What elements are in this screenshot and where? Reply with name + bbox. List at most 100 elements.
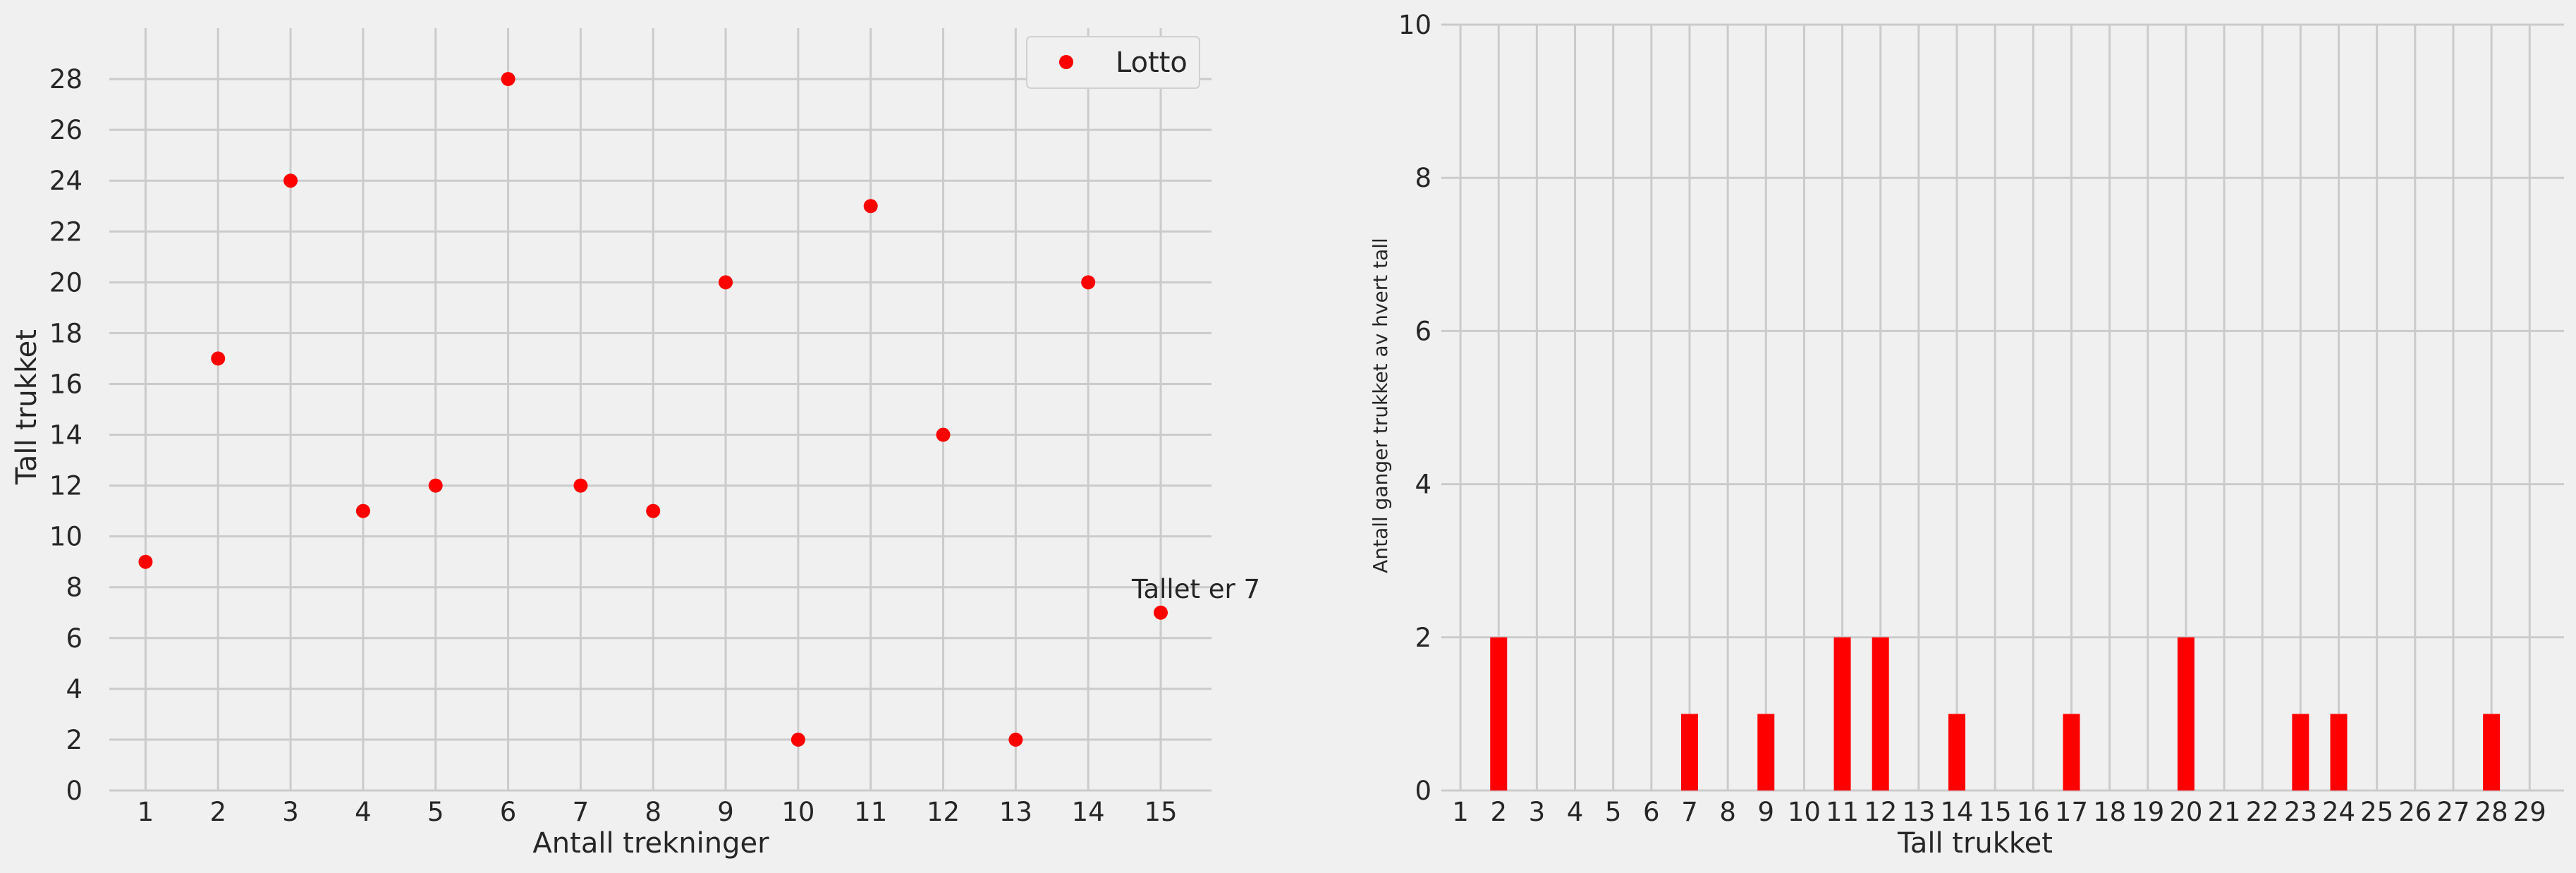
y-tick-label: 20: [49, 267, 83, 298]
y-tick-label: 8: [1415, 163, 1432, 193]
x-tick-label: 4: [355, 797, 372, 827]
tick-labels: 1 2 3 4 5 6 7 8 9 10 11 12 13 14 150246810121416182022…: [49, 64, 1178, 827]
y-tick-label: 6: [66, 623, 83, 654]
bar: [2483, 714, 2501, 790]
bar-chart: 1 2 3 4 5 6 7 8 9 10 11 12 13 14 15 16 17 18 19 20 21 22 23 24 2…: [1369, 10, 2564, 860]
y-tick-label: 0: [1415, 776, 1432, 806]
grid: [1441, 23, 2564, 792]
x-tick-label: 6: [500, 797, 517, 827]
x-tick-label: 3: [282, 797, 299, 827]
data-points: [138, 72, 1168, 747]
x-tick-label: 12: [1864, 797, 1897, 827]
x-tick-label: 4: [1567, 797, 1584, 827]
bar: [2063, 714, 2080, 790]
y-axis-label: Antall ganger trukket av hvert tall: [1369, 238, 1392, 573]
x-tick-label: 13: [1902, 797, 1935, 827]
legend-marker: [1059, 55, 1073, 69]
data-point: [428, 478, 443, 493]
bar: [1490, 637, 1508, 790]
y-tick-label: 6: [1415, 316, 1432, 346]
x-tick-label: 15: [1979, 797, 2012, 827]
y-tick-label: 28: [49, 64, 83, 94]
annotation: Tallet er 7: [1131, 574, 1260, 604]
data-point: [936, 427, 951, 442]
y-tick-label: 10: [1398, 10, 1432, 40]
scatter-chart: 1 2 3 4 5 6 7 8 9 10 11 12 13 14 150246810121416182022…: [11, 28, 1260, 860]
x-tick-label: 6: [1643, 797, 1660, 827]
bar: [1757, 714, 1775, 790]
x-tick-label: 14: [1940, 797, 1973, 827]
y-tick-label: 0: [66, 776, 83, 806]
x-tick-label: 5: [427, 797, 444, 827]
x-tick-label: 8: [1719, 797, 1736, 827]
x-tick-label: 9: [1757, 797, 1774, 827]
data-point: [138, 554, 153, 569]
bar: [2330, 714, 2348, 790]
x-tick-label: 27: [2436, 797, 2470, 827]
x-tick-label: 7: [1681, 797, 1698, 827]
y-axis-label: Tall trukket: [11, 329, 43, 485]
x-tick-label: 28: [2475, 797, 2508, 827]
x-tick-label: 8: [645, 797, 661, 827]
y-tick-label: 16: [49, 369, 83, 399]
x-tick-label: 13: [999, 797, 1032, 827]
legend-box: [1026, 36, 1200, 89]
x-tick-label: 21: [2208, 797, 2241, 827]
bars: [1490, 637, 2501, 790]
x-tick-label: 1: [1452, 797, 1469, 827]
data-point: [1081, 275, 1096, 290]
data-point: [1154, 605, 1168, 620]
y-tick-label: 26: [49, 115, 83, 145]
x-tick-label: 29: [2513, 797, 2546, 827]
x-tick-label: 5: [1605, 797, 1622, 827]
x-tick-label: 15: [1144, 797, 1177, 827]
bar: [2292, 714, 2309, 790]
x-tick-label: 9: [717, 797, 734, 827]
x-axis-label: Antall trekninger: [532, 827, 769, 860]
y-tick-label: 22: [49, 216, 83, 247]
y-tick-label: 12: [49, 471, 83, 501]
legend-entry: Lotto: [1116, 47, 1188, 79]
x-tick-label: 11: [854, 797, 887, 827]
x-tick-label: 20: [2169, 797, 2202, 827]
y-tick-label: 2: [66, 725, 83, 755]
x-tick-label: 24: [2322, 797, 2355, 827]
grid: [109, 28, 1211, 792]
bar: [1872, 637, 1889, 790]
x-tick-label: 16: [2017, 797, 2050, 827]
y-tick-label: 2: [1415, 623, 1432, 653]
bar: [1948, 714, 1966, 790]
data-point: [790, 732, 805, 747]
y-tick-label: 4: [1415, 470, 1432, 500]
data-point: [501, 72, 515, 87]
y-tick-label: 18: [49, 318, 83, 348]
legend: Lotto: [1026, 36, 1200, 89]
y-tick-label: 24: [49, 166, 83, 196]
bar: [1680, 714, 1698, 790]
x-tick-label: 2: [209, 797, 226, 827]
x-tick-label: 26: [2398, 797, 2431, 827]
data-point: [573, 478, 588, 493]
x-axis-label: Tall trukket: [1897, 827, 2053, 860]
x-tick-label: 2: [1490, 797, 1507, 827]
data-point: [646, 503, 661, 518]
x-tick-label: 1: [138, 797, 154, 827]
data-point: [1008, 732, 1023, 747]
x-tick-label: 18: [2093, 797, 2126, 827]
x-tick-label: 22: [2246, 797, 2279, 827]
bar: [1833, 637, 1851, 790]
y-tick-label: 4: [66, 674, 83, 704]
tick-labels: 1 2 3 4 5 6 7 8 9 10 11 12 13 14 15 16 17 18 19 20 21 22 23 24 2…: [1398, 10, 2546, 827]
x-tick-label: 10: [781, 797, 814, 827]
data-point: [211, 351, 226, 366]
data-point: [283, 173, 298, 188]
y-tick-label: 8: [66, 573, 83, 603]
x-tick-label: 25: [2360, 797, 2393, 827]
data-point: [355, 503, 370, 518]
data-point: [719, 275, 733, 290]
x-tick-label: 3: [1529, 797, 1546, 827]
x-tick-label: 12: [927, 797, 960, 827]
x-tick-label: 7: [573, 797, 590, 827]
y-tick-label: 10: [49, 522, 83, 552]
x-tick-label: 11: [1826, 797, 1859, 827]
